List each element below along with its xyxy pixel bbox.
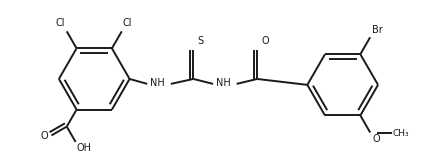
Text: CH₃: CH₃ (393, 129, 409, 138)
Text: NH: NH (216, 78, 230, 88)
Text: Br: Br (372, 25, 383, 35)
Text: Cl: Cl (123, 18, 132, 28)
Text: O: O (41, 131, 48, 141)
Text: O: O (261, 36, 269, 46)
Text: Cl: Cl (55, 18, 65, 28)
Text: OH: OH (77, 143, 91, 153)
Text: NH: NH (150, 78, 165, 88)
Text: O: O (372, 134, 380, 144)
Text: S: S (197, 36, 204, 46)
